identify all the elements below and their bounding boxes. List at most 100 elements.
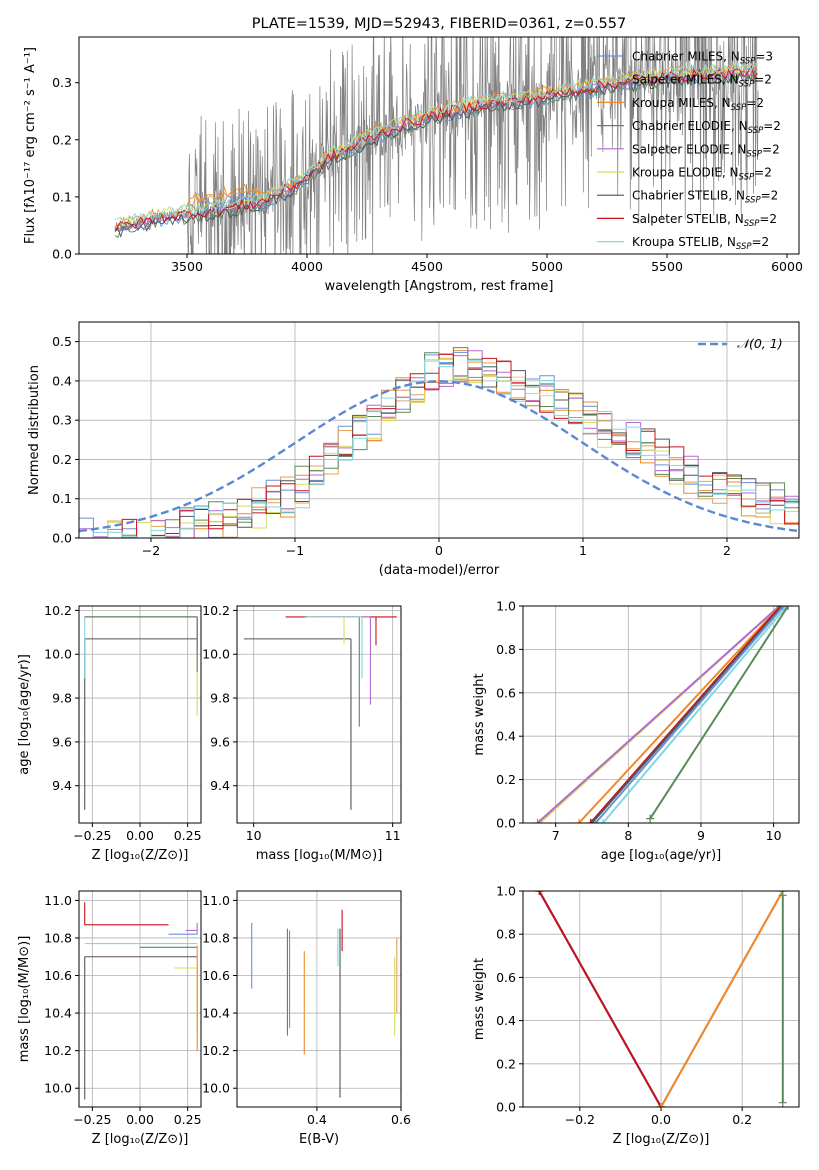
errorbar-chabrier-elodie	[84, 616, 198, 672]
cumulative-kroupa-miles	[660, 891, 784, 1107]
model-spectrum-salpeter-stelib	[114, 65, 758, 232]
y-tick-label: 11.0	[44, 893, 72, 908]
y-axis-label: mass [log₁₀(M/M⊙)]	[17, 936, 32, 1063]
errorbar-salpeter-stelib	[84, 902, 169, 926]
observed-spectrum	[114, 37, 759, 254]
model-spectrum-salpeter-elodie	[114, 65, 758, 231]
age-vs-Z-frame: −0.25 0.00 0.25 9.4 9.6 9.8 10.0 10.2 Z [log₁₀(Z…	[17, 603, 202, 863]
y-tick-label: 10.4	[202, 1006, 230, 1021]
histogram-kroupa-elodie	[79, 357, 799, 538]
legend-entry: Kroupa STELIB, NSSP=2	[632, 235, 769, 252]
errorbar-chabrier-stelib	[84, 638, 198, 810]
age-vs-Z-plot-area	[84, 616, 198, 810]
y-axis-label: age [log₁₀(age/yr)]	[17, 654, 32, 775]
y-tick-label: 1.0	[496, 599, 516, 614]
x-tick-label: 9	[697, 828, 705, 843]
y-tick-label: 9.6	[52, 734, 72, 749]
errorbar-chabrier-miles	[84, 616, 198, 655]
legend-label: Salpeter STELIB, N	[632, 212, 744, 226]
axes-frame	[522, 605, 800, 824]
x-tick-label: 0.25	[174, 828, 202, 843]
legend-label: Chabrier MILES, N	[632, 50, 740, 64]
x-tick-label: 11	[385, 828, 401, 843]
legend-sub: SSP	[739, 80, 755, 90]
y-tick-label: 10.0	[44, 647, 72, 662]
legend-tail: =2	[754, 166, 772, 180]
legend-label: Kroupa ELODIE, N	[632, 166, 739, 180]
plus-marker	[588, 819, 596, 823]
x-tick-label: 5000	[531, 259, 563, 274]
errorbar-kroupa-stelib	[84, 616, 198, 679]
cum-age-axes	[523, 605, 799, 824]
legend-tail: =2	[746, 96, 764, 110]
x-tick-label: 3500	[171, 259, 203, 274]
spectrum-plot-area	[114, 37, 759, 254]
x-axis-label: age [log₁₀(age/yr)]	[601, 848, 722, 863]
gaussian-curve	[79, 380, 799, 533]
x-tick-label: −0.25	[73, 828, 111, 843]
plus-marker	[533, 819, 542, 823]
y-tick-label: 10.6	[202, 968, 230, 983]
y-tick-label: 10.2	[44, 1043, 72, 1058]
legend-label: Chabrier ELODIE, N	[632, 119, 748, 133]
x-tick-label: 8	[624, 828, 632, 843]
y-tick-label: 10.0	[44, 1081, 72, 1096]
histogram-kroupa-stelib	[79, 359, 799, 538]
model-spectrum-salpeter-miles	[186, 68, 758, 220]
y-axis-label: Normed distribution	[27, 365, 42, 495]
y-tick-label: 0.4	[496, 729, 516, 744]
y-tick-label: 9.8	[52, 691, 72, 706]
cum-Z-axes	[523, 890, 799, 1108]
y-tick-label: 9.6	[210, 734, 230, 749]
errorbar-salpeter-elodie	[84, 616, 198, 650]
mass-vs-Z-plot-area	[84, 902, 198, 1100]
spectrum-frame: 3500 4000 4500 5000 5500 6000 0.0 0.1 0.2 0.3 wave…	[23, 36, 803, 294]
legend-entry: Salpeter STELIB, NSSP=2	[632, 212, 777, 229]
mass-vs-Z-axes	[79, 891, 201, 1107]
y-tick-label: 10.2	[202, 1043, 230, 1058]
y-tick-label: 9.8	[210, 691, 230, 706]
mass-vs-EBV-plot-area	[251, 909, 398, 1098]
cum-age-frame: 7 8 9 10 0.0 0.2 0.4 0.6 0.8 1.0 age [log₁₀(age/yr…	[472, 599, 800, 863]
mass-vs-EBV-frame: 0.4 0.6 10.0 10.2 10.4 10.6 10.8 11.0 E(B-V)	[202, 890, 411, 1147]
age-vs-mass-axes	[237, 606, 401, 823]
y-tick-label: 10.0	[202, 1081, 230, 1096]
x-tick-label: −0.2	[565, 1112, 595, 1127]
x-tick-label: 0.0	[651, 1112, 671, 1127]
x-axis-label: E(B-V)	[299, 1132, 339, 1147]
legend-entry: Kroupa ELODIE, NSSP=2	[632, 166, 772, 183]
plus-marker	[591, 819, 600, 823]
plus-marker	[784, 606, 793, 610]
plus-marker	[646, 814, 655, 823]
cum-Z-frame: −0.2 0.0 0.2 0.0 0.2 0.4 0.6 0.8 1.0 Z [log₁₀(Z/Z…	[472, 884, 800, 1147]
y-tick-label: 0.2	[52, 132, 72, 147]
y-tick-label: 10.0	[202, 647, 230, 662]
errorbar-kroupa-elodie	[174, 967, 198, 1034]
plus-marker	[778, 891, 787, 900]
age-vs-mass-frame: 10 11 9.4 9.6 9.8 10.0 10.2 mass [log₁₀(M/M⊙)]	[202, 603, 402, 863]
y-tick-label: 1.0	[496, 884, 516, 899]
plus-marker	[598, 819, 607, 823]
legend-sub: SSP	[731, 103, 747, 113]
x-tick-label: 0.00	[126, 1112, 154, 1127]
errorbar-chabrier-stelib	[84, 956, 198, 1100]
x-tick-label: 2	[723, 543, 731, 558]
x-tick-label: 10	[246, 828, 262, 843]
cumulative-salpeter-stelib	[589, 606, 782, 823]
errorbar-chabrier-miles	[168, 922, 198, 935]
legend-tail: =2	[754, 73, 772, 87]
model-spectrum-kroupa-miles	[114, 61, 758, 230]
legend-sub: SSP	[748, 126, 764, 136]
y-tick-label: 0.2	[52, 452, 72, 467]
y-axis-label: mass weight	[472, 958, 487, 1040]
y-tick-label: 0.0	[52, 531, 72, 546]
y-tick-label: 10.8	[44, 930, 72, 945]
histogram-salpeter-elodie	[79, 350, 799, 538]
legend-entry: Salpeter MILES, NSSP=2	[632, 73, 772, 90]
y-tick-label: 11.0	[202, 893, 230, 908]
y-axis-label: Flux [fλ10⁻¹⁷ erg cm⁻² s⁻¹ A⁻¹]	[23, 47, 38, 244]
x-tick-label: 10	[766, 828, 782, 843]
legend-tail: =2	[763, 119, 781, 133]
cumulative-chabrier-stelib	[591, 606, 784, 823]
